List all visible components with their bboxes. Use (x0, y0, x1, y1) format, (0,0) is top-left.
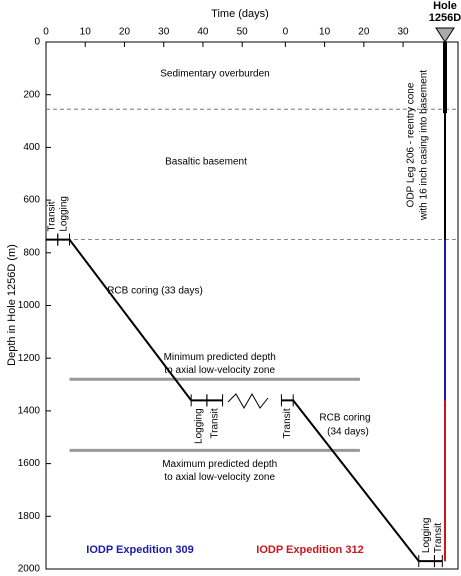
casing-label: ODP Leg 206 - reentry cone (406, 82, 417, 207)
phase-label: Transit (47, 201, 58, 231)
y-tick-label: 800 (23, 247, 40, 258)
x-tick-label: 40 (197, 27, 209, 38)
predicted-depth-label: Minimum predicted depth (164, 352, 276, 363)
y-tick-label: 600 (23, 195, 40, 206)
expedition-label: IODP Expedition 312 (256, 544, 363, 556)
x-tick-label: 0 (43, 27, 49, 38)
x-axis-title: Time (days) (211, 8, 269, 20)
annotation: Sedimentary overburden (160, 69, 270, 80)
annotation: RCB coring (33 days) (107, 286, 203, 297)
hole-label: 1256D (429, 12, 461, 24)
reentry-cone (435, 27, 455, 43)
phase-label: Transit (282, 408, 293, 438)
annotation: Basaltic basement (165, 157, 247, 168)
y-tick-label: 200 (23, 89, 40, 100)
expedition-label: IODP Expedition 309 (86, 544, 193, 556)
x-tick-label: 0 (283, 27, 289, 38)
predicted-depth-label: to axial low-velocity zone (164, 365, 275, 376)
x-tick-label: 10 (80, 27, 92, 38)
drilling-line (281, 399, 443, 563)
y-tick-label: 1800 (18, 511, 41, 522)
phase-label: Logging (421, 518, 432, 554)
y-tick-label: 1600 (18, 458, 41, 469)
x-tick-label: 20 (358, 27, 370, 38)
annotation: RCB coring (319, 413, 370, 424)
y-tick-label: 0 (34, 37, 40, 48)
x-tick-label: 30 (158, 27, 170, 38)
axis-break (227, 392, 269, 410)
x-tick-label: 30 (398, 27, 410, 38)
annotation: (34 days) (327, 427, 369, 438)
phase-label: Logging (58, 196, 69, 232)
y-tick-label: 1200 (18, 353, 41, 364)
hole-label: Hole (433, 0, 457, 12)
y-tick-label: 1400 (18, 406, 41, 417)
y-tick-label: 2000 (18, 564, 41, 575)
phase-label: Transit (433, 523, 444, 553)
y-tick-label: 400 (23, 142, 40, 153)
y-tick-label: 1000 (18, 300, 41, 311)
phase-label: Logging (194, 408, 205, 444)
plot-frame (45, 41, 459, 570)
phase-label: Transit (209, 408, 220, 438)
x-tick-label: 10 (319, 27, 331, 38)
predicted-depth-label: to axial low-velocity zone (164, 472, 275, 483)
x-tick-label: 20 (119, 27, 131, 38)
casing-label: with 16 inch casing into basement (419, 70, 430, 221)
x-tick-label: 50 (237, 27, 249, 38)
predicted-depth-label: Maximum predicted depth (162, 459, 277, 470)
y-axis-title: Depth in Hole 1256D (m) (6, 244, 18, 366)
drilling-line (46, 238, 223, 402)
